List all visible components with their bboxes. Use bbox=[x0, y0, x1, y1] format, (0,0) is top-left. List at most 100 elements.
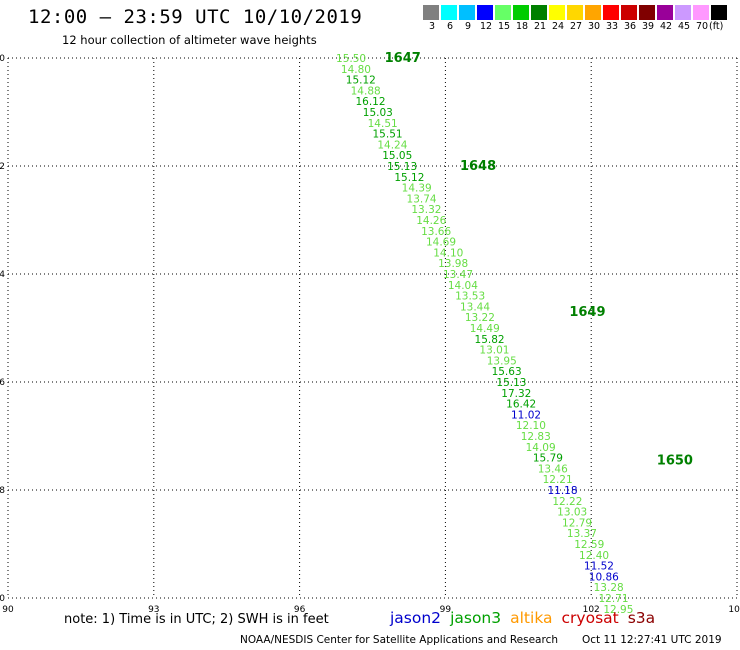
color-scale-label: 33 bbox=[605, 21, 619, 32]
wave-height-label: 14.80 bbox=[341, 64, 371, 76]
color-scale-label: 21 bbox=[533, 21, 547, 32]
color-scale-swatch bbox=[495, 5, 511, 20]
wave-height-label: 15.51 bbox=[373, 129, 403, 141]
wave-height-label: 12.21 bbox=[543, 474, 573, 486]
pass-number-label: 1650 bbox=[657, 453, 693, 468]
wave-height-label: 15.12 bbox=[346, 75, 376, 87]
footer-credit: NOAA/NESDIS Center for Satellite Applica… bbox=[240, 634, 558, 646]
wave-height-label: 15.13 bbox=[496, 377, 526, 389]
legend-item-cryosat: cryosat bbox=[561, 609, 619, 627]
lon-tick-label: 90 bbox=[2, 605, 14, 615]
color-scale-swatch bbox=[693, 5, 709, 20]
color-scale-swatch bbox=[603, 5, 619, 20]
wave-height-label: 12.79 bbox=[562, 517, 592, 529]
color-scale-label: 42 bbox=[659, 21, 673, 32]
wave-height-label: 14.09 bbox=[526, 442, 556, 454]
footer-note: note: 1) Time is in UTC; 2) SWH is in fe… bbox=[64, 612, 329, 627]
wave-height-label: 13.32 bbox=[411, 204, 441, 216]
color-scale-swatch bbox=[513, 5, 529, 20]
lon-tick-label: 102 bbox=[583, 605, 600, 615]
lat-tick-label: -40 bbox=[0, 54, 5, 64]
wave-height-label: 15.05 bbox=[382, 150, 412, 162]
color-scale-swatch bbox=[621, 5, 637, 20]
color-scale-label: 6 bbox=[446, 21, 454, 32]
color-scale-label: 15 bbox=[497, 21, 511, 32]
wave-height-label: 13.37 bbox=[567, 528, 597, 540]
wave-height-label: 12.95 bbox=[603, 604, 633, 616]
legend-item-jason3: jason3 bbox=[450, 609, 502, 627]
wave-height-label: 15.12 bbox=[394, 172, 424, 184]
wave-height-label: 14.39 bbox=[402, 183, 432, 195]
pass-number-label: 1649 bbox=[569, 305, 605, 320]
wave-height-label: 14.88 bbox=[351, 85, 381, 97]
color-scale-label: 70 bbox=[695, 21, 709, 32]
lon-tick-label: 96 bbox=[294, 605, 306, 615]
wave-height-label: 14.24 bbox=[377, 139, 407, 151]
wave-height-label: 14.69 bbox=[426, 237, 456, 249]
wave-height-label: 16.12 bbox=[355, 96, 385, 108]
pass-labels: 1647 1648 1649 1650 bbox=[385, 51, 693, 468]
color-scale-label: 36 bbox=[623, 21, 637, 32]
lat-tick-label: -44 bbox=[0, 270, 5, 280]
wave-height-label: 13.22 bbox=[465, 312, 495, 324]
map-tick-labels: -40 -42 -44 -46 -48 -5090 93 96 99 102 105 bbox=[0, 54, 740, 615]
wave-height-label: 12.59 bbox=[574, 539, 604, 551]
color-scale-label: 3 bbox=[428, 21, 436, 32]
color-scale-swatch bbox=[639, 5, 655, 20]
color-scale-swatch bbox=[423, 5, 439, 20]
pass-number-label: 1647 bbox=[385, 51, 421, 66]
wave-height-label: 12.22 bbox=[552, 496, 582, 508]
wave-height-label: 17.32 bbox=[501, 388, 531, 400]
wave-height-label: 12.10 bbox=[516, 420, 546, 432]
page-subtitle: 12 hour collection of altimeter wave hei… bbox=[62, 33, 317, 47]
wave-height-label: 15.63 bbox=[492, 366, 522, 378]
color-scale-swatch bbox=[531, 5, 547, 20]
wave-height-label: 15.82 bbox=[475, 334, 505, 346]
wave-height-label: 13.53 bbox=[455, 291, 485, 303]
color-scale-swatch bbox=[477, 5, 493, 20]
map-grid bbox=[7, 57, 738, 599]
wave-height-label: 12.40 bbox=[579, 550, 609, 562]
wave-height-label: 13.44 bbox=[460, 301, 490, 313]
lat-tick-label: -48 bbox=[0, 486, 5, 496]
pass-number-label: 1648 bbox=[460, 159, 496, 174]
wave-height-label: 10.86 bbox=[589, 571, 619, 583]
legend-item-s3a: s3a bbox=[627, 609, 656, 627]
color-scale-label: 24 bbox=[551, 21, 565, 32]
wave-height-label: 13.98 bbox=[438, 258, 468, 270]
color-scale-swatch bbox=[585, 5, 601, 20]
color-scale-unit: (ft) bbox=[709, 21, 724, 32]
wave-height-label: 13.74 bbox=[407, 193, 437, 205]
color-scale-swatch bbox=[567, 5, 583, 20]
wave-height-label: 14.10 bbox=[433, 247, 463, 259]
lon-tick-label: 93 bbox=[148, 605, 159, 615]
wave-height-label: 16.42 bbox=[506, 399, 536, 411]
wave-height-label: 13.47 bbox=[443, 269, 473, 281]
wave-height-label: 14.51 bbox=[368, 118, 398, 130]
wave-height-label: 11.18 bbox=[547, 485, 577, 497]
wave-height-label: 15.03 bbox=[363, 107, 393, 119]
wave-height-label: 15.79 bbox=[533, 453, 563, 465]
lat-tick-label: -50 bbox=[0, 594, 5, 604]
wave-height-observations: 15.5014.8015.1214.8816.1215.0314.5115.51… bbox=[336, 53, 633, 616]
color-scale-label: 30 bbox=[587, 21, 601, 32]
color-scale-label: 18 bbox=[515, 21, 529, 32]
color-scale-swatch bbox=[459, 5, 475, 20]
color-scale-label: 39 bbox=[641, 21, 655, 32]
lat-tick-label: -46 bbox=[0, 378, 5, 388]
wave-height-label: 13.66 bbox=[421, 226, 451, 238]
page-title: 12:00 – 23:59 UTC 10/10/2019 bbox=[28, 6, 363, 28]
wave-height-label: 13.95 bbox=[487, 355, 517, 367]
wave-height-label: 13.28 bbox=[594, 582, 624, 594]
wave-height-label: 13.46 bbox=[538, 463, 568, 475]
lat-tick-label: -42 bbox=[0, 162, 5, 172]
footer-timestamp: Oct 11 12:27:41 UTC 2019 bbox=[582, 634, 722, 646]
wave-height-label: 15.13 bbox=[387, 161, 417, 173]
wave-height-label: 14.49 bbox=[470, 323, 500, 335]
satellite-legend: jason2 jason3 altika cryosat s3a bbox=[390, 609, 664, 627]
color-scale-swatch bbox=[675, 5, 691, 20]
lon-tick-label: 105 bbox=[728, 605, 740, 615]
color-scale-label: 27 bbox=[569, 21, 583, 32]
color-scale-swatch bbox=[711, 5, 727, 20]
legend-item-jason2: jason2 bbox=[390, 609, 442, 627]
